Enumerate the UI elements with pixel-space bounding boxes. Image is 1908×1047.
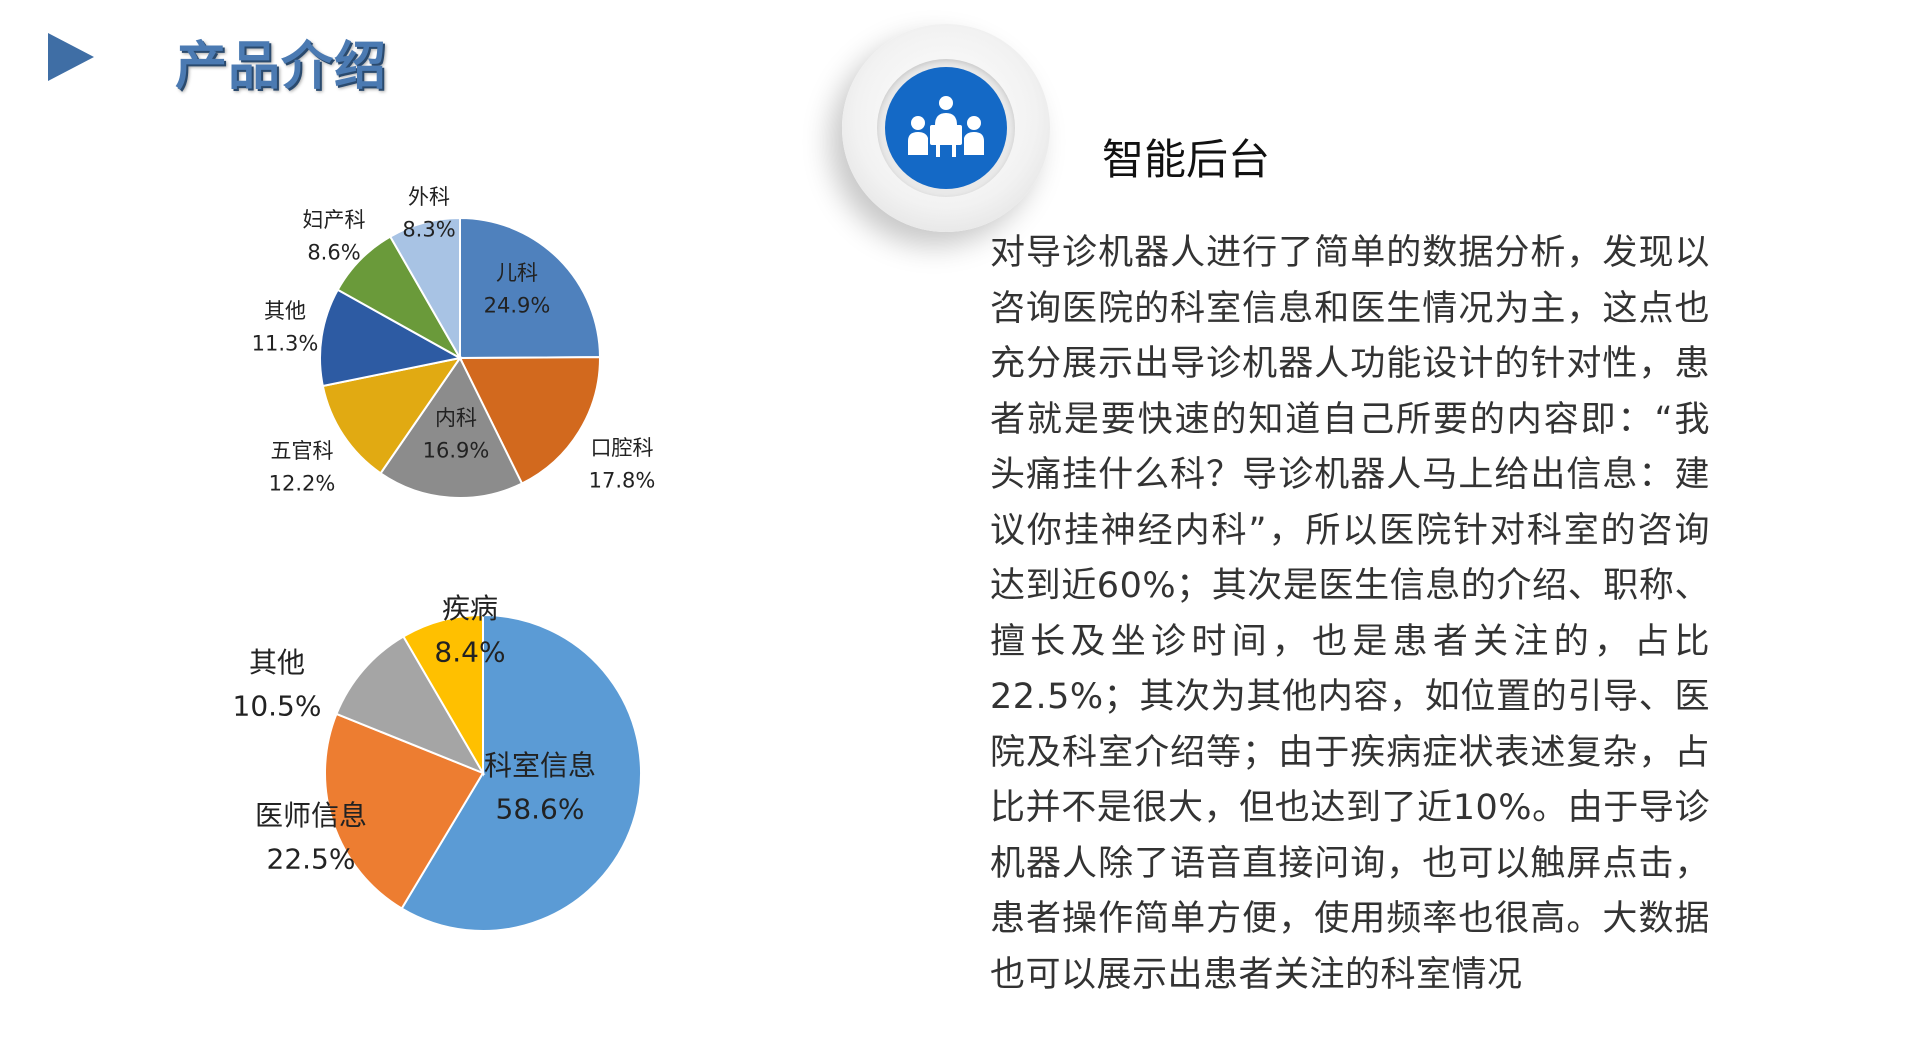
slice-label: 儿科 — [496, 261, 538, 285]
slice-value-label: 22.5% — [267, 842, 356, 875]
slice-value-label: 17.8% — [589, 469, 656, 493]
slice-label: 妇产科 — [303, 208, 366, 232]
slice-value-label: 24.9% — [484, 294, 551, 318]
section-title: 智能后台 — [1102, 135, 1271, 184]
inquiry-pie-chart: 科室信息 58.6% 医师信息 22.5% 其他 10.5% 疾病 8.4% — [233, 592, 642, 932]
slice-value-label: 8.6% — [307, 241, 360, 265]
pie-slice — [379, 356, 524, 499]
pie-slice — [388, 216, 461, 362]
slice-label: 其他 — [264, 299, 306, 323]
slice-value-label: 12.2% — [269, 472, 336, 496]
slice-value-label: 16.9% — [423, 439, 490, 463]
section-badge — [842, 24, 1050, 232]
slice-value-label: 11.3% — [252, 332, 319, 356]
pie-slice — [321, 356, 463, 475]
slice-label: 科室信息 — [484, 749, 596, 782]
slice-label: 疾病 — [442, 592, 498, 625]
pie-slice — [324, 712, 485, 910]
slice-label: 内科 — [435, 406, 477, 430]
slice-value-label: 58.6% — [496, 792, 585, 825]
header-arrow-icon — [48, 33, 94, 81]
pie-slice — [458, 356, 601, 485]
pie-slice — [319, 288, 463, 388]
meeting-group-icon — [908, 96, 984, 157]
slice-label: 外科 — [408, 185, 450, 209]
description-text: 对导诊机器人进行了简单的数据分析，发现以咨询医院的科室信息和医生情况为主，这点也… — [990, 233, 1710, 995]
department-pie-chart: 儿科 24.9% 口腔科 17.8% 内科 16.9% 五官科 12.2% 其他 11.3% 妇产科… — [252, 185, 656, 499]
slice-value-label: 8.4% — [434, 635, 505, 668]
slice-value-label: 8.3% — [402, 218, 455, 242]
slice-label: 口腔科 — [591, 436, 654, 460]
pie-slice — [459, 216, 602, 360]
pie-slice — [402, 613, 484, 777]
page-title: 产品介绍 — [175, 37, 388, 97]
slice-label: 医师信息 — [255, 799, 367, 832]
pie-slice — [335, 635, 486, 776]
slice-label: 其他 — [249, 646, 305, 679]
slice-value-label: 10.5% — [233, 689, 322, 722]
pie-slice — [400, 613, 642, 932]
slice-label: 五官科 — [271, 439, 334, 463]
